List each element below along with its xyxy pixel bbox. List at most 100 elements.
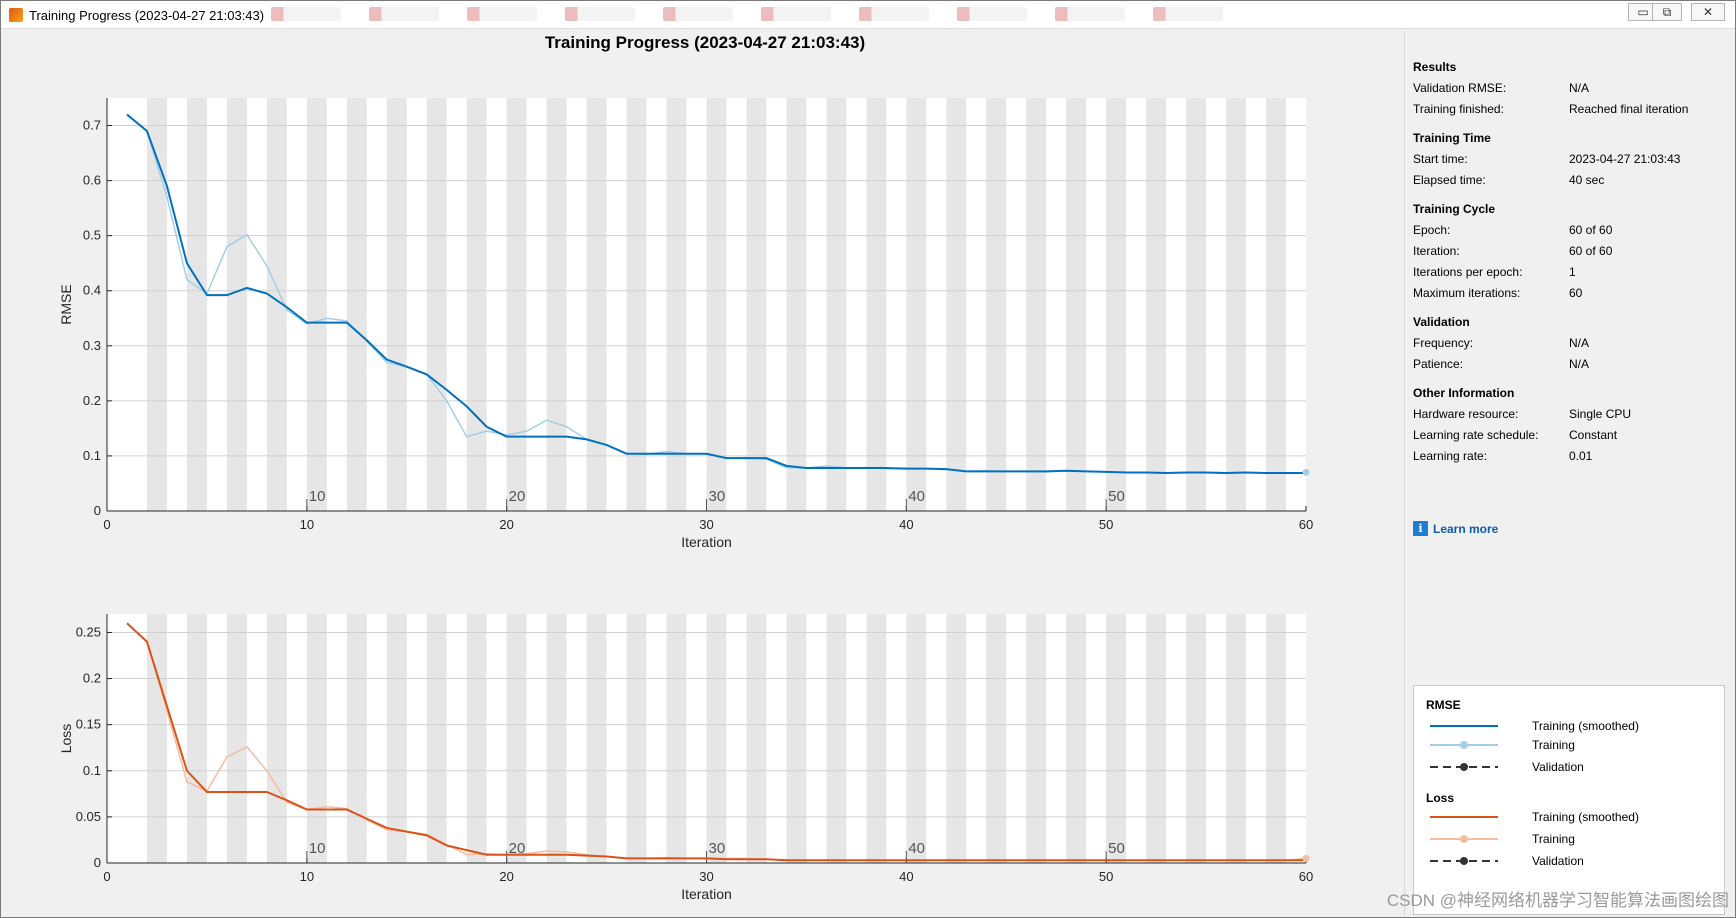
y-tick-label: 0.7 <box>83 118 101 133</box>
info-value: 1 <box>1569 265 1576 279</box>
info-row: Frequency: N/A <box>1413 333 1723 354</box>
epoch-band <box>706 614 727 863</box>
x-tick-label: 60 <box>1299 869 1313 884</box>
epoch-label: 10 <box>309 840 326 857</box>
epoch-band <box>826 98 847 511</box>
x-tick-label: 20 <box>499 517 513 532</box>
epoch-band <box>986 614 1007 863</box>
info-icon: i <box>1413 521 1428 536</box>
info-value: Reached final iteration <box>1569 102 1689 116</box>
legend-box: RMSE Training (smoothed) Training Validatio… <box>1413 685 1725 915</box>
epoch-band <box>906 614 927 863</box>
legend-label: Training (smoothed) <box>1532 719 1639 733</box>
background-taskbar-strip <box>271 7 1223 23</box>
epoch-band <box>186 98 207 511</box>
window-title: Training Progress (2023-04-27 21:03:43) <box>29 8 265 23</box>
legend-item: Validation <box>1426 852 1584 870</box>
epoch-band <box>586 614 607 863</box>
epoch-band <box>426 614 447 863</box>
info-key: Iterations per epoch: <box>1413 265 1523 279</box>
chart-rmse: 0 0.1 0.2 0.3 0.4 0.5 0.6 0.7 0 10 20 30 40 50 60 10 20 3… <box>58 98 1313 550</box>
x-tick-label: 60 <box>1299 517 1313 532</box>
legend-group-title: RMSE <box>1426 698 1461 712</box>
epoch-band <box>786 98 807 511</box>
epoch-band <box>226 98 247 511</box>
epoch-band <box>1266 614 1287 863</box>
epoch-band <box>466 614 487 863</box>
x-tick-label: 50 <box>1099 517 1113 532</box>
epoch-band <box>666 98 687 511</box>
legend-label: Training (smoothed) <box>1532 810 1639 824</box>
epoch-band <box>706 98 727 511</box>
y-tick-label: 0.5 <box>83 228 101 243</box>
y-tick-label: 0 <box>94 503 101 518</box>
matlab-app-icon <box>9 8 23 22</box>
info-row: Start time: 2023-04-27 21:03:43 <box>1413 149 1723 170</box>
info-value: N/A <box>1569 81 1590 95</box>
title-bar[interactable]: Training Progress (2023-04-27 21:03:43) … <box>1 1 1735 29</box>
epoch-band <box>146 614 167 863</box>
y-tick-label: 0.15 <box>76 717 101 732</box>
info-row: Learning rate schedule: Constant <box>1413 425 1723 446</box>
x-tick-label: 50 <box>1099 869 1113 884</box>
info-key: Maximum iterations: <box>1413 286 1521 300</box>
epoch-label: 40 <box>908 840 925 857</box>
epoch-band <box>666 614 687 863</box>
y-tick-label: 0.3 <box>83 338 101 353</box>
x-axis-label: Iteration <box>681 534 732 550</box>
epoch-band <box>1226 614 1247 863</box>
y-tick-label: 0 <box>94 855 101 870</box>
epoch-band <box>386 614 407 863</box>
info-row: Iteration: 60 of 60 <box>1413 241 1723 262</box>
y-tick-label: 0.1 <box>83 763 101 778</box>
epoch-band <box>946 98 967 511</box>
info-row: Iterations per epoch: 1 <box>1413 262 1723 283</box>
info-key: Epoch: <box>1413 223 1451 237</box>
legend-label: Validation <box>1532 854 1584 868</box>
learn-more-link[interactable]: i Learn more <box>1413 521 1498 536</box>
legend-group-title: Loss <box>1426 791 1455 805</box>
x-tick-label: 0 <box>103 869 110 884</box>
y-tick-label: 0.2 <box>83 671 101 686</box>
info-key: Frequency: <box>1413 336 1474 350</box>
x-tick-label: 40 <box>899 869 913 884</box>
x-tick-label: 30 <box>699 869 713 884</box>
maximize-button[interactable]: ⧉ <box>1652 3 1682 21</box>
info-row: Epoch: 60 of 60 <box>1413 220 1723 241</box>
epoch-band <box>586 98 607 511</box>
learn-more-label: Learn more <box>1433 521 1499 536</box>
info-row: Elapsed time: 40 sec <box>1413 170 1723 191</box>
y-tick-label: 0.25 <box>76 624 101 639</box>
legend-label: Training <box>1532 832 1575 846</box>
epoch-band <box>946 614 967 863</box>
epoch-band <box>266 614 287 863</box>
x-tick-label: 30 <box>699 517 713 532</box>
epoch-label: 20 <box>509 488 526 505</box>
epoch-band <box>786 614 807 863</box>
epoch-label: 10 <box>309 488 326 505</box>
epoch-band <box>626 98 647 511</box>
legend-swatch <box>1430 816 1498 818</box>
final-training-point <box>1302 468 1310 476</box>
charts-svg: 0 0.1 0.2 0.3 0.4 0.5 0.6 0.7 0 10 20 30 40 50 60 10 20 3… <box>58 98 1313 902</box>
close-button[interactable]: ✕ <box>1691 3 1725 21</box>
epoch-label: 40 <box>908 488 925 505</box>
epoch-band <box>346 614 367 863</box>
legend-label: Training <box>1532 738 1575 752</box>
epoch-band <box>626 614 647 863</box>
epoch-band <box>746 98 767 511</box>
legend-item: Training <box>1426 830 1575 848</box>
epoch-band <box>1226 98 1247 511</box>
epoch-band <box>1266 98 1287 511</box>
legend-swatch <box>1430 763 1498 771</box>
y-tick-label: 0.1 <box>83 448 101 463</box>
epoch-band <box>1026 614 1047 863</box>
x-tick-label: 10 <box>300 517 314 532</box>
epoch-label: 30 <box>709 840 726 857</box>
series-training-smoothed-line <box>126 113 1306 475</box>
info-key: Learning rate schedule: <box>1413 428 1539 442</box>
epoch-band <box>1106 98 1127 511</box>
legend-item: Validation <box>1426 758 1584 776</box>
info-value: 0.01 <box>1569 449 1593 463</box>
info-row: Learning rate: 0.01 <box>1413 446 1723 467</box>
